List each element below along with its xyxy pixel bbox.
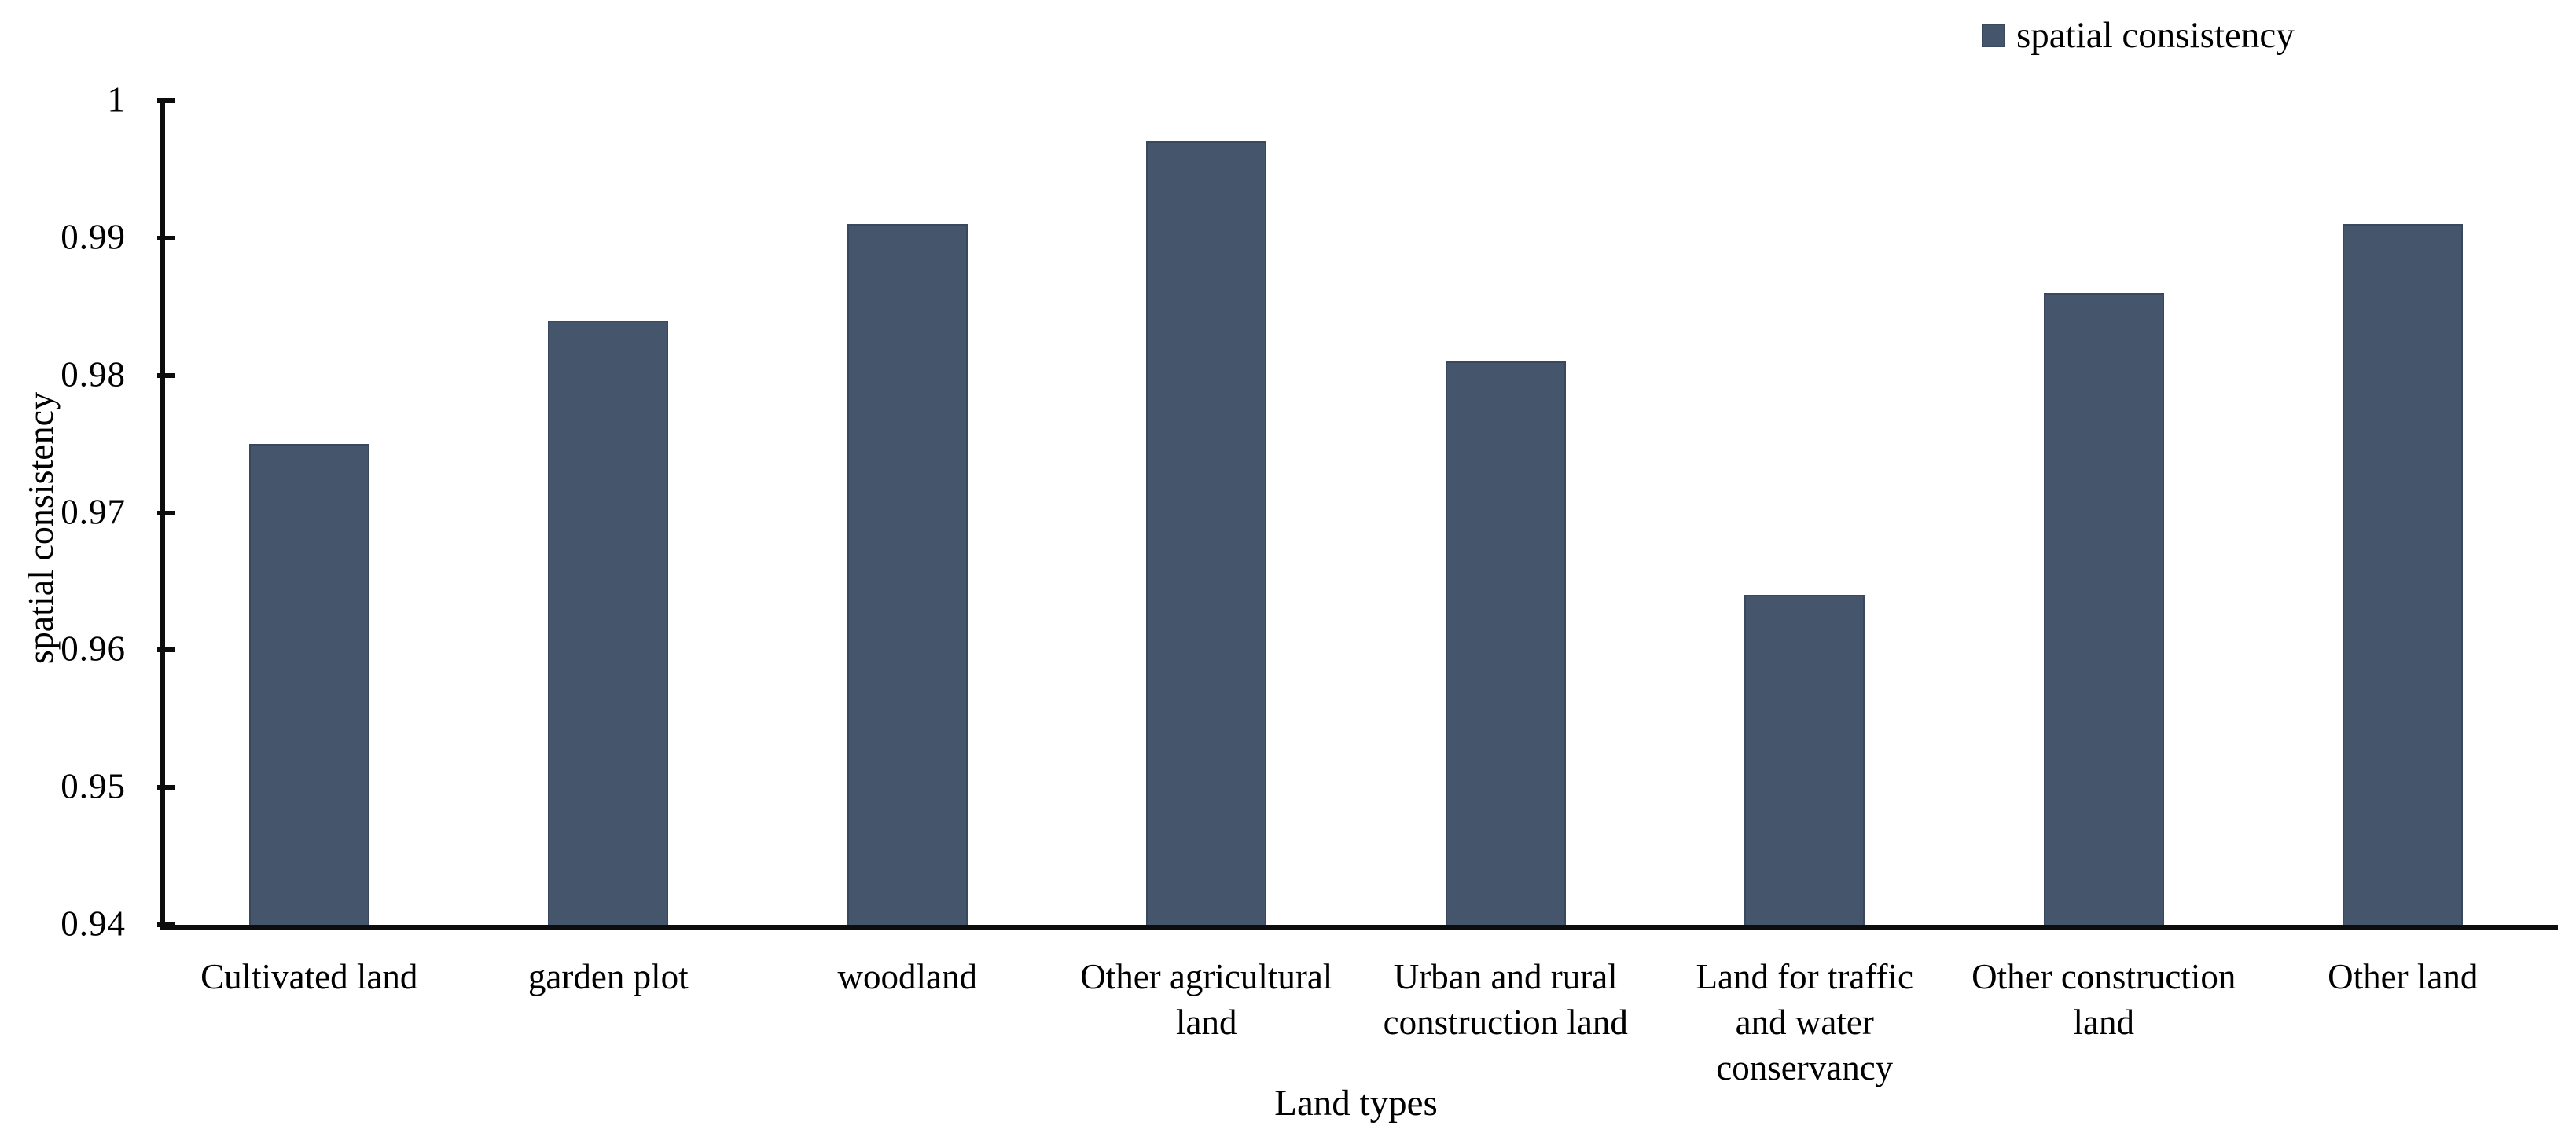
category-label-line: conservancy <box>1716 1048 1894 1087</box>
category-label: Other construction land <box>1954 954 2253 1045</box>
bar <box>248 444 369 925</box>
y-tick <box>157 372 175 378</box>
y-tick-label: 0.99 <box>61 217 126 257</box>
category-label: Other land <box>2254 954 2552 999</box>
category-label-line: Land for traffic <box>1696 957 1914 996</box>
category-label-line: Other land <box>2328 957 2479 996</box>
category-label: Cultivated land <box>160 954 458 999</box>
category-label-line: construction land <box>1383 1003 1628 1042</box>
category-label-line: Other construction <box>1972 957 2236 996</box>
category-label-line: Cultivated land <box>200 957 418 996</box>
y-tick-label: 1 <box>107 79 126 119</box>
category-label: woodland <box>758 954 1056 999</box>
y-tick <box>157 98 175 103</box>
y-axis-line <box>160 101 165 930</box>
category-label-line: land <box>2073 1003 2134 1042</box>
y-tick <box>157 785 175 790</box>
bar <box>1146 141 1267 925</box>
y-tick <box>157 235 175 240</box>
y-tick-label: 0.95 <box>61 766 126 806</box>
y-tick-label: 0.98 <box>61 354 126 394</box>
category-label: Other agricultural land <box>1057 954 1356 1045</box>
category-label-line: woodland <box>837 957 977 996</box>
bar <box>548 320 669 925</box>
category-label-line: and water <box>1735 1003 1874 1042</box>
category-label: garden plot <box>459 954 758 999</box>
bar <box>847 224 968 925</box>
bar <box>2043 292 2164 925</box>
x-axis-title: Land types <box>1274 1083 1438 1124</box>
legend-swatch <box>1982 24 2005 47</box>
x-axis-line <box>160 925 2558 930</box>
category-label: Land for traffic and water conservancy <box>1655 954 1954 1091</box>
category-label-line: land <box>1176 1003 1237 1042</box>
legend: spatial consistency <box>1982 17 2295 54</box>
y-tick <box>157 647 175 653</box>
category-label-line: Other agricultural <box>1080 957 1333 996</box>
y-tick-label: 0.94 <box>61 904 126 944</box>
category-label-line: Urban and rural <box>1393 957 1618 996</box>
bar <box>1445 361 1566 925</box>
y-tick <box>157 922 175 927</box>
legend-label: spatial consistency <box>2016 15 2295 56</box>
bar <box>2343 224 2464 925</box>
category-label-line: garden plot <box>527 957 689 996</box>
bar <box>1744 595 1865 925</box>
y-tick <box>157 510 175 515</box>
y-tick-label: 0.97 <box>61 492 126 532</box>
category-label: Urban and rural construction land <box>1356 954 1655 1045</box>
y-tick-label: 0.96 <box>61 629 126 669</box>
